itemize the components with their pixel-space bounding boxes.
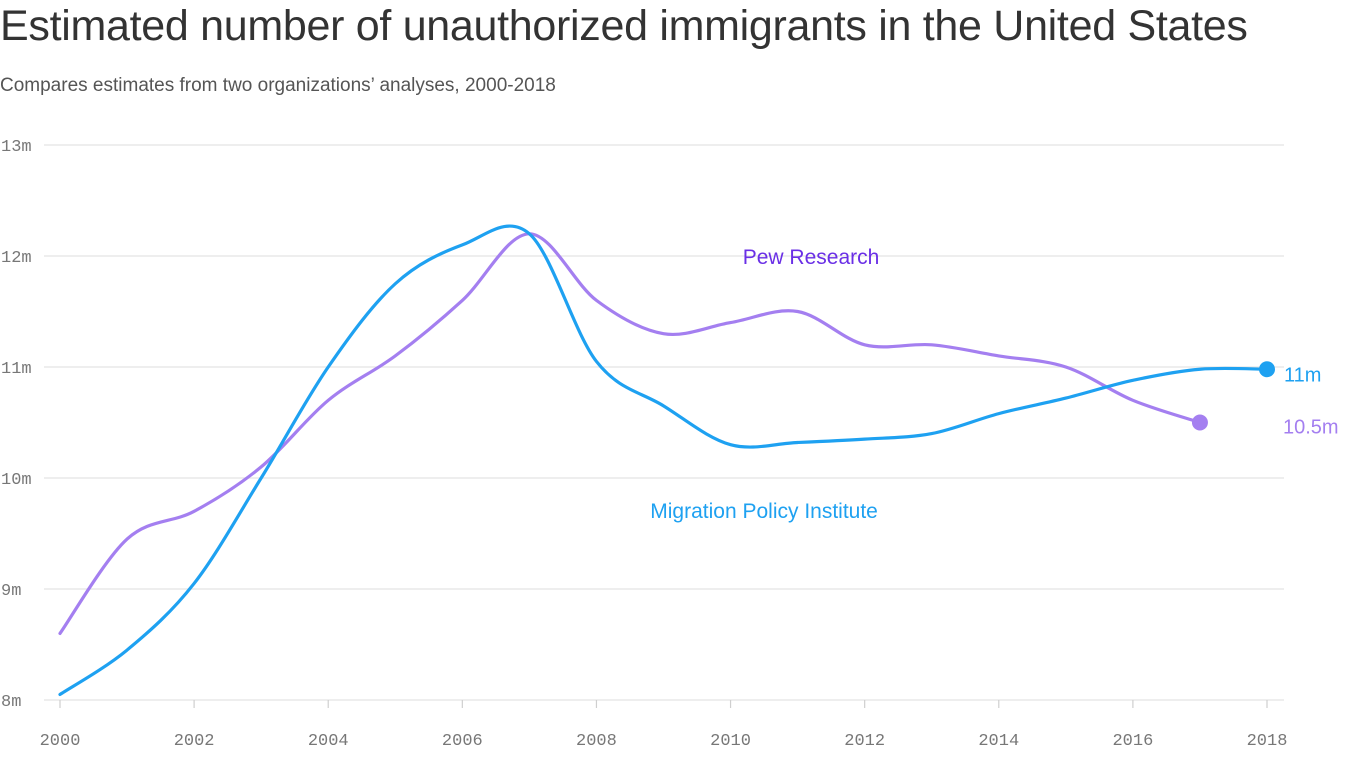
gridlines bbox=[44, 144, 1284, 701]
migration-policy-institute-label: Migration Policy Institute bbox=[650, 500, 878, 523]
migration-policy-institute-end-point bbox=[1259, 361, 1275, 378]
x-tick-label: 2012 bbox=[844, 732, 885, 751]
pew-research-end-point bbox=[1191, 414, 1208, 431]
y-tick-label: 8m bbox=[1, 693, 21, 712]
migration-policy-institute-line bbox=[58, 224, 1269, 697]
x-tick-label: 2002 bbox=[174, 732, 215, 751]
x-tick-label: 2000 bbox=[40, 732, 81, 751]
y-tick-label: 11m bbox=[1, 360, 32, 379]
pew-research-line bbox=[58, 232, 1202, 635]
x-axis: 2000 2002 2004 2006 2008 2010 2012 2014 2016 2018 bbox=[40, 700, 1288, 751]
x-tick-label: 2004 bbox=[308, 732, 349, 751]
x-tick-label: 2006 bbox=[442, 732, 483, 751]
series-lines bbox=[58, 224, 1275, 697]
y-tick-label: 9m bbox=[1, 582, 21, 601]
pew-research-label: Pew Research bbox=[743, 246, 880, 269]
x-tick-label: 2008 bbox=[576, 732, 617, 751]
migration-policy-institute-end-label: 11m bbox=[1284, 364, 1321, 386]
chart-title: Estimated number of unauthorized immigra… bbox=[0, 2, 1248, 50]
y-tick-label: 10m bbox=[1, 471, 32, 490]
x-tick-label: 2016 bbox=[1112, 732, 1153, 751]
y-axis: 8m 9m 10m 11m 12m 13m bbox=[1, 138, 32, 712]
pew-research-end-label: 10.5m bbox=[1283, 417, 1339, 439]
x-tick-label: 2018 bbox=[1247, 732, 1288, 751]
x-tick-label: 2014 bbox=[978, 732, 1019, 751]
x-tick-label: 2010 bbox=[710, 732, 751, 751]
chart-subtitle: Compares estimates from two organization… bbox=[0, 75, 556, 96]
y-tick-label: 12m bbox=[1, 249, 32, 268]
y-tick-label: 13m bbox=[1, 138, 32, 157]
series-labels: Pew Research Migration Policy Institute 11… bbox=[650, 246, 1338, 523]
